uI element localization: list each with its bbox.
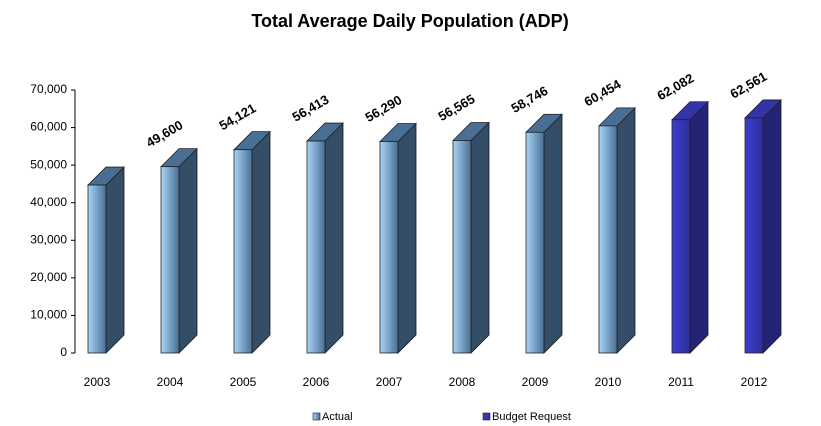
value-label: 49,600 [143, 117, 185, 150]
value-label: 56,413 [289, 92, 331, 125]
value-label: 56,290 [362, 92, 404, 125]
x-tick-label: 2011 [668, 375, 694, 389]
legend-label: Budget Request [492, 411, 571, 423]
bar-side [543, 113, 563, 354]
value-label: 56,565 [435, 91, 477, 124]
bar-side [397, 122, 417, 354]
legend-label: Actual [322, 411, 353, 423]
bar [525, 131, 545, 354]
bar [452, 140, 472, 354]
chart-title: Total Average Daily Population (ADP) [251, 11, 568, 31]
value-label: 58,746 [508, 83, 550, 116]
value-label: 60,454 [581, 76, 624, 109]
bar [379, 141, 399, 354]
bar [87, 184, 107, 354]
bar-side [105, 166, 125, 354]
bar [598, 125, 618, 354]
value-label: 62,561 [727, 69, 769, 102]
bar-side [616, 106, 636, 354]
y-tick-label: 0 [60, 345, 67, 359]
bar [306, 140, 326, 354]
bar [160, 166, 180, 354]
legend-swatch [482, 412, 491, 421]
x-tick-label: 2008 [449, 375, 476, 389]
bar-side [762, 98, 782, 354]
y-tick-label: 60,000 [30, 120, 67, 134]
bar-side [251, 130, 271, 354]
x-tick-label: 2003 [84, 375, 111, 389]
legend-swatch [312, 412, 321, 421]
x-tick-label: 2012 [741, 375, 768, 389]
y-tick-label: 50,000 [30, 157, 67, 171]
bar-side [689, 100, 709, 354]
x-tick-label: 2010 [595, 375, 622, 389]
y-tick-label: 10,000 [30, 308, 67, 322]
y-tick-label: 20,000 [30, 270, 67, 284]
bar [233, 149, 253, 354]
x-tick-label: 2007 [376, 375, 403, 389]
y-tick-label: 40,000 [30, 195, 67, 209]
bar [671, 119, 691, 354]
y-tick-label: 30,000 [30, 232, 67, 246]
x-tick-label: 2006 [303, 375, 330, 389]
bar [744, 117, 764, 354]
bar-side [470, 121, 490, 354]
x-tick-label: 2004 [157, 375, 184, 389]
value-label: 62,082 [654, 70, 696, 103]
y-tick-label: 70,000 [30, 82, 67, 96]
x-tick-label: 2009 [522, 375, 549, 389]
bar-side [178, 147, 198, 354]
bar-side [324, 122, 344, 354]
x-tick-label: 2005 [230, 375, 257, 389]
value-label: 54,121 [216, 100, 258, 133]
